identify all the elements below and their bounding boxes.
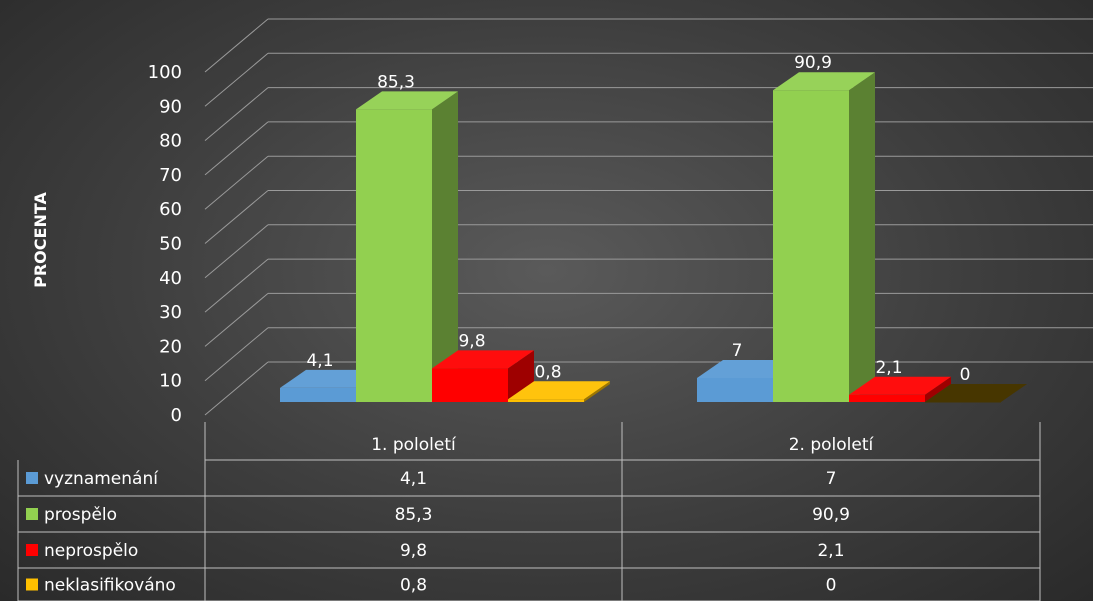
bar: [773, 72, 875, 402]
gridline-side: [204, 224, 269, 279]
y-tick-label: 20: [159, 336, 182, 357]
table-cell: 0,8: [400, 576, 427, 596]
bar-front: [925, 402, 1001, 403]
legend-entry: neklasifikováno: [44, 576, 176, 596]
bar-top: [356, 91, 458, 110]
bar-side: [584, 381, 610, 402]
bar-side: [925, 376, 951, 402]
bar-top: [508, 381, 610, 400]
bar: [508, 381, 610, 402]
data-label: 90,9: [794, 53, 832, 73]
legend-key: [26, 578, 38, 591]
bar-front: [356, 109, 432, 403]
y-tick-label: 100: [148, 62, 182, 83]
y-tick-label: 60: [159, 199, 182, 220]
data-label: 0: [960, 365, 971, 385]
bar-front: [773, 90, 849, 402]
y-axis-ticks: 0 10 20 30 40 50 60 70 80 90 100: [148, 62, 182, 426]
bar: [432, 350, 534, 402]
bars: [280, 72, 1027, 403]
y-axis-title: PROCENTA: [31, 192, 50, 288]
y-tick-label: 90: [159, 96, 182, 117]
y-tick-label: 30: [159, 302, 182, 323]
bar-top: [849, 376, 951, 395]
bar-front: [280, 387, 356, 402]
bar: [925, 384, 1027, 403]
gridline-side: [204, 327, 269, 382]
table-cell: 4,1: [400, 469, 427, 489]
bar-top: [773, 72, 875, 91]
bar-front: [508, 399, 584, 402]
y-tick-label: 70: [159, 165, 182, 186]
bar-top: [925, 384, 1027, 402]
table-cell: 7: [826, 469, 837, 489]
table-cell: 90,9: [812, 505, 850, 525]
data-labels: 4,1 85,3 9,8 0,8 7 90,9 2,1 0: [306, 53, 970, 385]
legend-key: [26, 544, 38, 556]
legend-key: [26, 472, 38, 484]
data-label: 4,1: [306, 351, 333, 371]
gridlines: [204, 18, 1093, 416]
bar: [356, 91, 458, 403]
bar-top: [432, 350, 534, 369]
gridline-side: [204, 87, 269, 141]
bar: [849, 376, 951, 402]
y-tick-label: 50: [159, 234, 182, 255]
bar-side: [432, 91, 458, 403]
bar-front: [432, 368, 508, 402]
table-cell: 85,3: [395, 505, 433, 525]
gridline-side: [204, 361, 269, 416]
bar-side: [849, 72, 875, 402]
table-cell: 9,8: [400, 541, 427, 561]
data-label: 2,1: [875, 358, 902, 378]
gridline-side: [204, 52, 269, 107]
table-header: 1. pololetí: [371, 435, 457, 455]
data-table: 1. pololetí 2. pololetí vyznamenání 4,1 7 pro…: [17, 422, 1041, 601]
data-label: 9,8: [458, 331, 485, 351]
legend-entry: neprospělo: [44, 541, 138, 561]
bar-front: [849, 394, 925, 402]
gridline-side: [204, 190, 269, 244]
gridline-side: [204, 155, 269, 210]
y-tick-label: 40: [159, 268, 182, 289]
gridline-side: [204, 293, 269, 347]
y-tick-label: 80: [159, 131, 182, 152]
table-cell: 2,1: [817, 541, 844, 561]
gridline-side: [204, 121, 269, 176]
legend-entry: prospělo: [44, 505, 117, 525]
y-tick-label: 10: [159, 371, 182, 392]
table-header: 2. pololetí: [789, 435, 875, 455]
gridline-side: [204, 18, 269, 73]
gridline-side: [204, 258, 269, 313]
legend-key: [26, 508, 38, 520]
data-label: 7: [732, 341, 743, 361]
bar-side: [508, 350, 534, 402]
y-tick-label: 0: [171, 405, 182, 426]
table-cell: 0: [826, 576, 837, 596]
bar-front: [697, 377, 773, 402]
legend-entry: vyznamenání: [44, 469, 159, 489]
data-label: 85,3: [377, 72, 415, 92]
data-label: 0,8: [534, 362, 561, 382]
